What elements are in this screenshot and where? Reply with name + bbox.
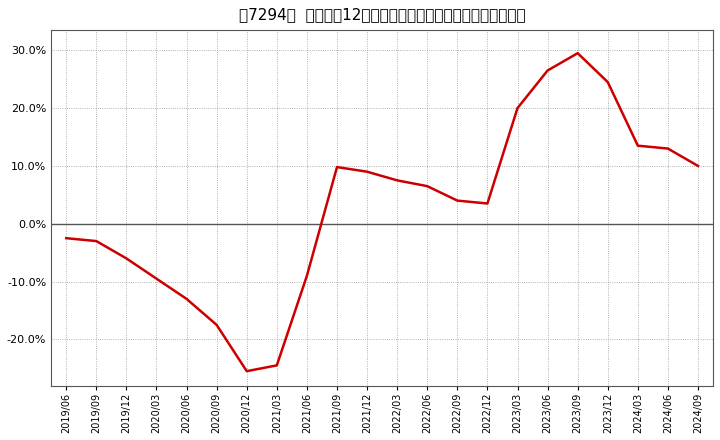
Title: ［7294］  売上高の12か月移動合計の対前年同期増減率の推移: ［7294］ 売上高の12か月移動合計の対前年同期増減率の推移	[239, 7, 526, 22]
